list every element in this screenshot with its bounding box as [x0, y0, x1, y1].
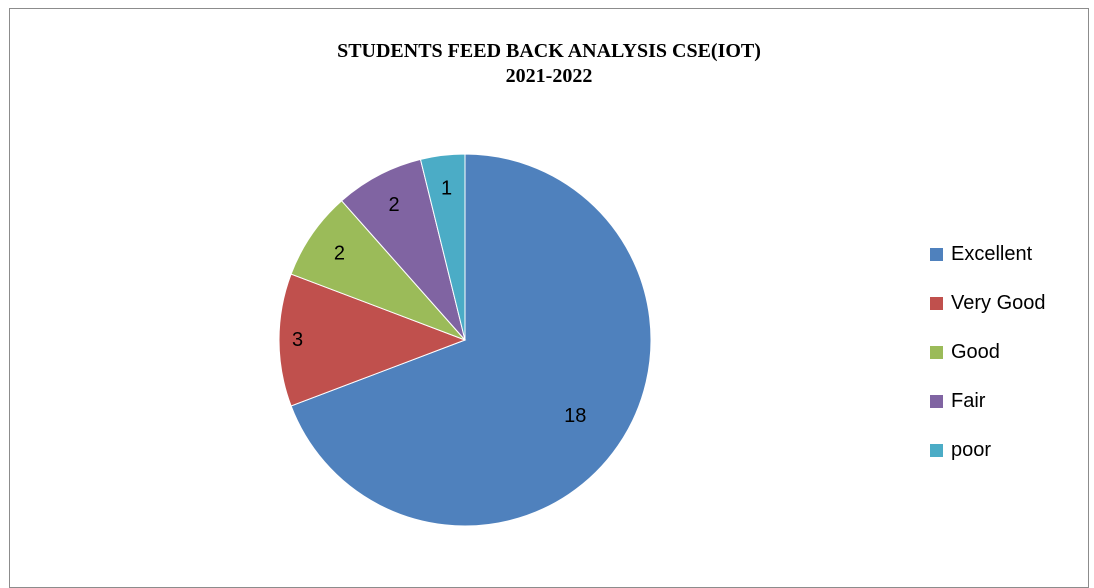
- chart-subtitle: 2021-2022: [505, 65, 593, 87]
- pie-slice-poor: [419, 153, 466, 341]
- legend-swatch: [930, 297, 943, 310]
- legend-item-poor: poor: [930, 426, 1090, 475]
- legend-label: Fair: [951, 390, 986, 412]
- legend-swatch: [930, 395, 943, 408]
- data-label-excellent: 18: [564, 405, 586, 427]
- data-label-fair: 2: [389, 194, 400, 216]
- legend-label: Very Good: [951, 292, 1046, 314]
- chart-title: STUDENTS FEED BACK ANALYSIS CSE(IOT) 202…: [10, 39, 1088, 89]
- pie-slices: [278, 153, 652, 527]
- data-label-poor: 1: [441, 178, 452, 200]
- legend-swatch: [930, 248, 943, 261]
- legend-label: Excellent: [951, 243, 1033, 265]
- pie-data-labels: 18 3 2 2 1: [292, 178, 586, 427]
- legend-item-good: Good: [930, 328, 1090, 377]
- data-label-good: 2: [334, 242, 345, 264]
- legend-swatch: [930, 346, 943, 359]
- pie-slice-excellent: [290, 153, 652, 527]
- legend-swatch: [930, 444, 943, 457]
- legend-item-excellent: Excellent: [930, 230, 1090, 279]
- legend-label: Good: [951, 341, 1000, 363]
- legend-item-very-good: Very Good: [930, 279, 1090, 328]
- legend-label: poor: [951, 439, 992, 461]
- chart-title-line: STUDENTS FEED BACK ANALYSIS CSE(IOT): [337, 40, 761, 62]
- data-label-very-good: 3: [292, 329, 303, 351]
- pie-slice-very-good: [278, 273, 467, 407]
- chart-legend: Excellent Very Good Good Fair poor: [930, 230, 1090, 475]
- legend-item-fair: Fair: [930, 377, 1090, 426]
